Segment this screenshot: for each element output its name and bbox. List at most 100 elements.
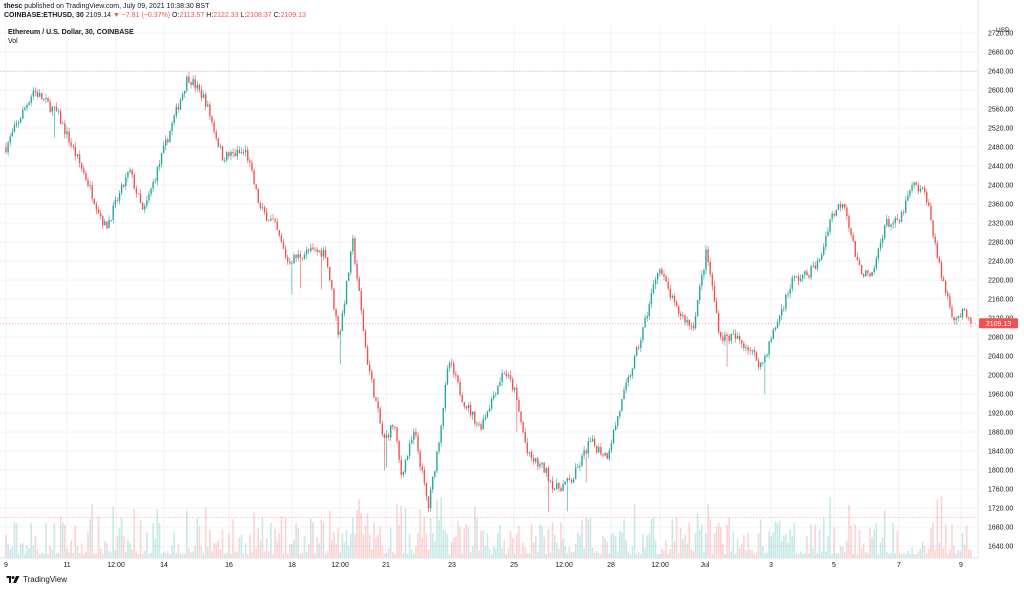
candle-body — [879, 242, 882, 249]
price-tick-label: 2040.00 — [988, 354, 1013, 361]
volume-bar — [223, 553, 226, 558]
candle-body — [7, 142, 9, 153]
volume-bar — [156, 509, 159, 558]
volume-bar — [131, 549, 133, 558]
volume-bar — [345, 529, 348, 558]
candle-body — [209, 104, 211, 117]
volume-bar — [181, 553, 184, 558]
candle-body — [825, 235, 827, 247]
volume-bar — [696, 512, 699, 558]
volume-bar — [591, 547, 594, 558]
candle-body — [728, 336, 730, 341]
volume-bar — [877, 553, 880, 558]
time-tick-label: 7 — [897, 562, 901, 569]
volume-bar — [446, 533, 449, 558]
candle-body — [484, 416, 486, 420]
volume-bar — [341, 533, 344, 558]
volume-bar — [686, 543, 688, 558]
volume-bar — [753, 553, 756, 558]
tradingview-brand[interactable]: TradingView — [6, 574, 67, 584]
volume-bar — [467, 527, 470, 558]
candle-body — [141, 202, 144, 210]
candle-body — [747, 347, 749, 351]
volume-bar — [850, 525, 852, 558]
volume-bar — [322, 522, 325, 558]
volume-bar — [701, 524, 703, 558]
candle-body — [858, 260, 861, 265]
volume-bar — [610, 534, 613, 558]
volume-bar — [204, 507, 207, 558]
candle-body — [156, 166, 159, 182]
candle-body — [955, 318, 957, 321]
candle-body — [917, 185, 920, 192]
volume-bar — [28, 548, 30, 558]
candle-body — [255, 184, 257, 189]
volume-bar — [101, 553, 104, 558]
candle-body — [902, 212, 905, 213]
volume-bar — [534, 536, 537, 558]
candle-body — [741, 340, 743, 344]
volume-bar — [837, 553, 840, 558]
candle-body — [36, 92, 39, 97]
volume-bar — [665, 540, 667, 558]
candle-body — [322, 249, 325, 257]
volume-bar — [406, 553, 409, 558]
candle-body — [15, 123, 18, 126]
volume-bar — [644, 547, 646, 558]
candle-body — [900, 212, 903, 222]
volume-bar — [326, 551, 329, 558]
volume-bar — [732, 532, 735, 558]
volume-bar — [864, 552, 867, 558]
volume-bar — [169, 553, 171, 558]
volume-bar — [360, 512, 363, 558]
candle-body — [673, 295, 676, 302]
volume-bar — [652, 518, 655, 558]
candle-body — [652, 284, 655, 294]
volume-bar — [461, 553, 463, 558]
candle-body — [331, 280, 333, 289]
candle-body — [192, 79, 194, 85]
volume-bar — [749, 549, 751, 558]
volume-bar — [9, 549, 12, 558]
volume-bar — [230, 553, 232, 558]
volume-bar — [22, 543, 24, 558]
symbol-info: COINBASE:ETHUSD, 30 2109.14 ▼ −7.81 (−0.… — [4, 12, 306, 19]
volume-bar — [949, 549, 951, 558]
candle-body — [364, 331, 367, 348]
volume-bar — [198, 526, 201, 558]
volume-bar — [873, 529, 875, 558]
volume-bar — [108, 551, 110, 558]
volume-bar — [503, 539, 506, 558]
volume-bar — [841, 546, 844, 558]
volume-bar — [816, 552, 819, 558]
chart-legend-title[interactable]: Ethereum / U.S. Dollar, 30, COINBASE — [8, 29, 134, 36]
volume-bar — [68, 552, 70, 558]
volume-bar — [179, 553, 182, 558]
volume-bar — [761, 546, 764, 558]
volume-legend[interactable]: Vol — [8, 38, 18, 45]
candle-body — [354, 238, 356, 264]
candle-body — [806, 271, 808, 276]
volume-bar — [110, 552, 112, 558]
volume-bar — [93, 553, 96, 558]
candle-body — [295, 254, 297, 258]
price-tick-label: 1680.00 — [988, 525, 1013, 532]
volume-bar — [53, 522, 56, 558]
volume-bar — [78, 553, 81, 558]
candle-body — [514, 387, 516, 390]
time-axis: 9 11 12:00 14 16 18 12:00 21 23 25 12:00 28 12:00 Jul… — [4, 562, 963, 569]
candle-body — [76, 154, 79, 157]
candle-body — [144, 206, 146, 210]
price-tick-label: 2000.00 — [988, 373, 1013, 380]
candle-body — [261, 207, 264, 208]
publisher-name[interactable]: thesc — [4, 3, 23, 10]
candle-body — [112, 205, 114, 220]
volume-bar — [919, 548, 922, 558]
volume-bar — [730, 551, 733, 558]
candle-body — [944, 281, 947, 293]
candle-body — [520, 411, 522, 423]
volume-bar — [766, 552, 768, 558]
volume-bar — [501, 548, 503, 558]
volume-bar — [663, 550, 665, 558]
